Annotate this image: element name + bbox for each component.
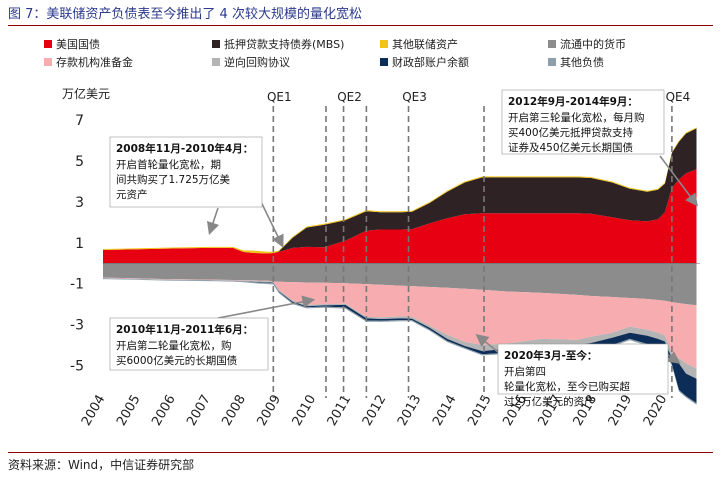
annotation-box-qe3 [501,89,665,155]
legend-swatch-other_liab [548,58,556,66]
x-tick-label: 2006 [149,393,179,429]
x-tick-label: 2005 [114,393,144,429]
legend-label-currency: 流通中的货币 [560,37,626,51]
legend-swatch-tga [380,58,388,66]
legend-swatch-other_assets [380,40,388,48]
x-tick-label: 2007 [184,393,214,429]
qe-markers: QE1 QE2 QE3 QE4 [267,90,690,398]
y-axis-label: 万亿美元 [62,86,110,101]
legend-label-reverse_repo: 逆向回购协议 [224,55,290,69]
x-tick-label: 2009 [255,393,285,429]
area-treasuries [103,169,697,264]
annotation-line-qe4: 过2万亿美元的资产 [504,395,595,408]
x-tick-label: 2019 [606,393,636,429]
qe-label: QE3 [402,90,427,104]
annotation-arrow [659,155,698,207]
x-tick-label: 2012 [360,393,390,429]
x-tick-label: 2008 [219,393,249,429]
legend-swatch-treasuries [44,40,52,48]
y-tick-label: 7 [75,113,84,129]
legend-swatch-currency [548,40,556,48]
annotation-title-qe2: 2010年11月-2011年6月： [116,323,253,336]
legend-swatch-mbs [212,40,220,48]
x-tick-label: 2015 [465,393,495,429]
legend-label-other_assets: 其他联储资产 [392,37,458,51]
annotation-arrow [475,334,499,353]
annotation-line-qe1: 元资产 [116,188,148,201]
annotation-box-qe4 [497,343,669,395]
qe-label: QE1 [267,90,292,104]
annotation-line-qe3: 证券及450亿美元长期国债 [508,141,633,154]
y-tick-label: 1 [75,236,84,252]
legend-swatch-reserves [44,58,52,66]
y-tick-label: 3 [75,195,84,211]
annotation-title-qe3: 2012年9月-2014年9月： [508,95,638,108]
legend-label-tga: 财政部账户余额 [392,55,469,69]
annotation-arrow [217,295,316,319]
legend-label-reserves: 存款机构准备金 [56,55,133,69]
figure-title: 图 7：美联储资产负债表至今推出了 4 次较大规模的量化宽松 [8,7,362,22]
area-mbs [103,128,697,254]
x-tick-label: 2010 [290,393,320,429]
annotation-line-qe3: 开启第三轮量化宽松，每月购 [508,111,645,124]
x-tick-label: 2013 [395,393,425,429]
y-tick-label: 5 [75,154,84,170]
area-currency [103,263,697,306]
annotation-arrow [206,207,220,236]
annotation-line-qe1: 开启首轮量化宽松，期 [116,158,221,171]
legend-swatch-reverse_repo [212,58,220,66]
annotation-line-qe4: 轮量化宽松，至今已购买超 [504,380,630,393]
title-rule [8,25,713,26]
plot-area [103,127,700,405]
x-tick-label: 2014 [430,393,460,429]
x-tick-label: 2011 [325,393,355,429]
y-tick-label: -5 [70,358,84,374]
annotation-line-qe2: 买6000亿美元的长期国债 [116,354,237,367]
annotation-line-qe1: 间共购买了1.725万亿美 [116,173,231,186]
annotation-line-qe3: 买400亿美元抵押贷款支持 [508,126,634,139]
area-reserves [103,277,697,369]
qe-label: QE4 [666,90,691,104]
source-rule [8,452,713,453]
annotation-line-qe2: 开启第二轮量化宽松，购 [116,339,232,352]
y-tick-label: -3 [70,318,84,334]
legend-label-treasuries: 美国国债 [56,37,100,51]
annotation-box-qe2 [109,317,269,371]
annotation-title-qe4: 2020年3月-至今： [504,349,597,362]
annotation-box-qe1 [109,136,263,208]
annotations: 2008年11月-2010年4月： 开启首轮量化宽松，期间共购买了1.725万亿美… [109,89,698,408]
y-tick-label: -1 [70,277,84,293]
y-axis: -5 -3 -1 1 3 5 7 [70,113,84,374]
annotation-line-qe4: 开启第四 [504,365,546,378]
legend-label-other_liab: 其他负债 [560,55,604,69]
x-tick-label: 2004 [79,393,109,429]
qe-label: QE2 [337,90,362,104]
legend-label-mbs: 抵押贷款支持债券(MBS) [224,37,344,51]
source-note: 资料来源：Wind，中信证券研究部 [8,458,195,472]
x-tick-label: 2020 [641,393,671,429]
annotation-title-qe1: 2008年11月-2010年4月： [116,142,253,155]
